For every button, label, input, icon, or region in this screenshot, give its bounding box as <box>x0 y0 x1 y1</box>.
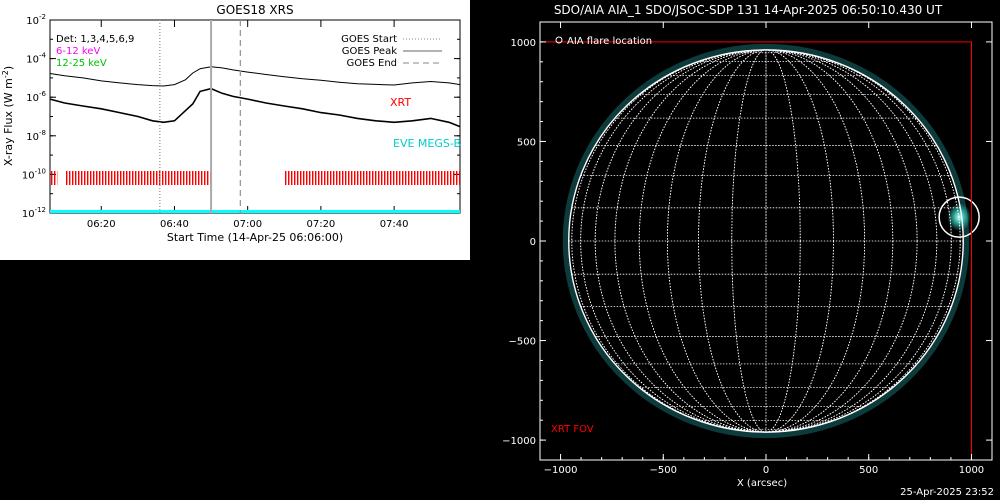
flare-emission <box>947 203 972 232</box>
solar-disk <box>539 41 980 461</box>
longitude-line <box>580 49 952 433</box>
legend-detectors: Det: 1,3,4,5,6,9 <box>56 34 134 45</box>
xrt-coverage-bar <box>64 171 212 185</box>
y-tick-label: −1000 <box>502 436 536 447</box>
y-tick-label: 1000 <box>511 38 536 49</box>
xrt-label: XRT <box>390 96 411 109</box>
xrt-coverage-bar <box>284 171 460 185</box>
y-tick-label: 500 <box>517 137 536 148</box>
goes-time-markers <box>159 20 242 213</box>
y-tick-label: 10-12 <box>22 206 46 220</box>
x-tick-label: 07:40 <box>380 219 409 230</box>
flare-location-legend-icon <box>555 36 563 44</box>
x-tick-label: −1000 <box>544 465 578 476</box>
goes-y-axis-label: X-ray Flux (W m-2) <box>1 66 15 166</box>
x-tick-label: 07:20 <box>306 219 335 230</box>
goes-curves <box>49 66 461 128</box>
solar-limb <box>568 49 964 433</box>
y-tick-label: 10-8 <box>26 129 46 143</box>
aia-x-axis-label: X (arcsec) <box>737 478 787 489</box>
legend-6-12-kev: 6-12 keV <box>56 46 100 57</box>
x-tick-label: 1000 <box>959 465 984 476</box>
goes-series-line <box>49 87 461 128</box>
goes-legend-right: GOES Start GOES Peak GOES End <box>341 34 442 69</box>
goes-x-axis-label: Start Time (14-Apr-25 06:06:00) <box>167 231 343 244</box>
y-tick-label: 10-2 <box>26 13 46 27</box>
xrt-fov-label: XRT FOV <box>551 424 594 435</box>
x-tick-label: 06:20 <box>87 219 116 230</box>
xrt-coverage-bar <box>50 171 58 185</box>
footer-timestamp: 25-Apr-2025 23:52 <box>900 487 994 498</box>
svg-text:X-ray Flux (W m-2): X-ray Flux (W m-2) <box>1 66 15 166</box>
legend-goes-end: GOES End <box>347 58 397 69</box>
x-tick-label: 0 <box>763 465 769 476</box>
goes-lightcurve-plot: GOES18 XRS X-ray Flux (W m-2) 10-12 10-10… <box>0 0 470 260</box>
y-tick-label: 10-10 <box>22 167 46 181</box>
aia-legend-text: AIA flare location <box>567 36 652 47</box>
y-tick-label: 0 <box>530 237 536 248</box>
x-tick-label: −500 <box>650 465 677 476</box>
eve-coverage-bar <box>50 210 460 213</box>
aia-solar-image: SDO/AIA AIA_1 SDO/JSOC-SDP 131 14-Apr-20… <box>500 0 1000 500</box>
limb-emission <box>562 43 970 439</box>
aia-axes: −1000 −500 0 500 1000 −1000 −500 0 500 1000 <box>502 21 993 476</box>
legend-12-25-kev: 12-25 keV <box>56 58 107 69</box>
flare-location-circle <box>938 196 980 238</box>
x-tick-label: 06:40 <box>160 219 189 230</box>
longitude-line <box>614 49 918 433</box>
aia-image-title: SDO/AIA AIA_1 SDO/JSOC-SDP 131 14-Apr-20… <box>554 3 943 17</box>
x-tick-label: 07:00 <box>233 219 262 230</box>
y-tick-label: 10-4 <box>26 52 46 66</box>
longitude-line <box>698 49 834 433</box>
eve-label: EVE MEGS-B <box>393 137 461 150</box>
goes-series-line <box>49 66 461 87</box>
instrument-coverage <box>50 171 460 213</box>
goes-plot-title: GOES18 XRS <box>216 3 293 17</box>
legend-goes-start: GOES Start <box>341 34 397 45</box>
y-tick-label: 10-6 <box>26 90 46 104</box>
x-tick-label: 500 <box>859 465 878 476</box>
longitude-line <box>571 49 961 433</box>
goes-legend-left: Det: 1,3,4,5,6,9 6-12 keV 12-25 keV <box>56 34 134 69</box>
aia-legend: AIA flare location <box>555 36 652 47</box>
legend-goes-peak: GOES Peak <box>342 46 397 57</box>
y-tick-label: −500 <box>509 337 536 348</box>
